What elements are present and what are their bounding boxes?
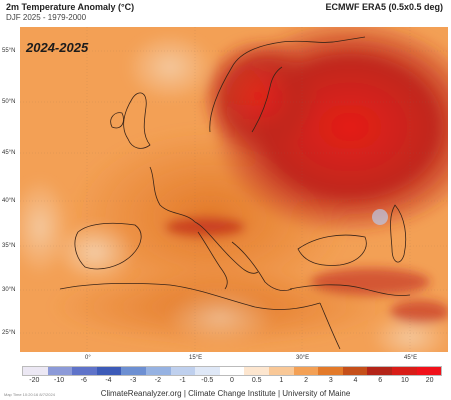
coastline-baltic: [251, 66, 283, 133]
colorbar-label: -3: [130, 377, 137, 384]
colorbar-label: 3: [328, 377, 333, 384]
scandinavia-warm-region: [200, 37, 320, 157]
cool-spot-libya: [165, 289, 275, 345]
colorbar-swatch: [96, 367, 122, 375]
colorbar-label: 20: [425, 377, 434, 384]
cool-spot-iberia: [55, 222, 135, 282]
colorbar-swatch: [219, 367, 245, 375]
colorbar-label: 1: [279, 377, 284, 384]
colorbar-swatch: [244, 367, 269, 375]
colorbar-swatch: [23, 367, 48, 375]
colorbar-label: -10: [53, 377, 65, 384]
colorbar-swatch: [268, 367, 294, 375]
colorbar-label: 10: [401, 377, 409, 384]
colorbar-label: 6: [378, 377, 383, 384]
colorbar-swatch: [121, 367, 146, 375]
lat-label-45n: 45°N: [2, 150, 16, 156]
colorbar-label: 0.5: [251, 377, 262, 384]
anomaly-map: 2024-2025: [20, 27, 448, 352]
colorbar-swatch: [195, 367, 220, 375]
coastline-british-isles: [123, 92, 151, 149]
coastline-levant-red-sea: [319, 302, 341, 350]
coastline-scandinavia: [209, 36, 366, 133]
chart-subtitle: DJF 2025 - 1979-2000: [6, 13, 87, 22]
coastline-italy: [197, 231, 228, 290]
chart-title: 2m Temperature Anomaly (°C): [6, 2, 135, 12]
warm-band-anatolia: [310, 268, 430, 296]
lon-label-30e: 30°E: [296, 355, 310, 361]
colorbar-swatch: [293, 367, 319, 375]
lat-label-40n: 40°N: [2, 198, 16, 204]
colorbar-swatch: [391, 367, 417, 375]
colorbar: [22, 366, 442, 376]
footer-credits: ClimateReanalyzer.org | Climate Change I…: [100, 389, 351, 398]
colorbar-swatch: [72, 367, 97, 375]
colorbar-label: 2: [304, 377, 309, 384]
cool-spot-northwest: [125, 32, 215, 102]
colorbar-labels: -20 -10 -6 -4 -3 -2 -1 -0.5 0 0.5 1 2 3 4 6 10 20: [22, 377, 442, 384]
coastline-balkans: [231, 241, 293, 291]
colorbar-swatch: [47, 367, 73, 375]
lon-label-0: 0°: [85, 355, 91, 361]
colorbar-label: 0: [230, 377, 234, 384]
data-source-label: ECMWF ERA5 (0.5x0.5 deg): [325, 2, 443, 12]
coastline-anatolia: [289, 284, 411, 296]
colorbar-swatch: [318, 367, 343, 375]
colorbar-label: -2: [154, 377, 161, 384]
lat-label-30n: 30°N: [2, 287, 16, 293]
lon-label-15e: 15°E: [189, 355, 203, 361]
colorbar-swatch: [416, 367, 442, 375]
cold-spot-caucasus: [372, 209, 388, 225]
warm-band-alps: [165, 217, 245, 237]
warm-band-zagros: [390, 300, 448, 324]
season-overlay-label: 2024-2025: [25, 40, 89, 55]
coastline-caspian: [390, 204, 407, 263]
lon-label-45e: 45°E: [404, 355, 418, 361]
colorbar-label: -4: [105, 377, 112, 384]
colorbar-swatch: [170, 367, 196, 375]
lat-label-55n: 55°N: [2, 48, 16, 54]
lat-label-25n: 25°N: [2, 330, 16, 336]
colorbar-swatch: [145, 367, 171, 375]
gridlines: [20, 27, 448, 352]
coastline-iberia: [74, 222, 142, 270]
colorbar-label: -20: [29, 377, 40, 384]
colorbar-label: -1: [179, 377, 186, 384]
colorbar-label: -6: [80, 377, 87, 384]
colorbar-label: 4: [353, 377, 358, 384]
coastline-black-sea: [297, 234, 367, 266]
colorbar-swatch: [342, 367, 368, 375]
colorbar-swatch: [367, 367, 392, 375]
lat-label-50n: 50°N: [2, 99, 16, 105]
coastline-ireland: [110, 112, 124, 129]
colorbar-label: -0.5: [201, 377, 214, 384]
coastline-north-africa: [59, 282, 321, 310]
coastlines: [59, 36, 411, 350]
cool-spot-west-atlantic: [20, 177, 70, 277]
footer-timestamp: Map Time 10:20:16 8/7/2024: [4, 392, 55, 397]
lat-label-35n: 35°N: [2, 243, 16, 249]
